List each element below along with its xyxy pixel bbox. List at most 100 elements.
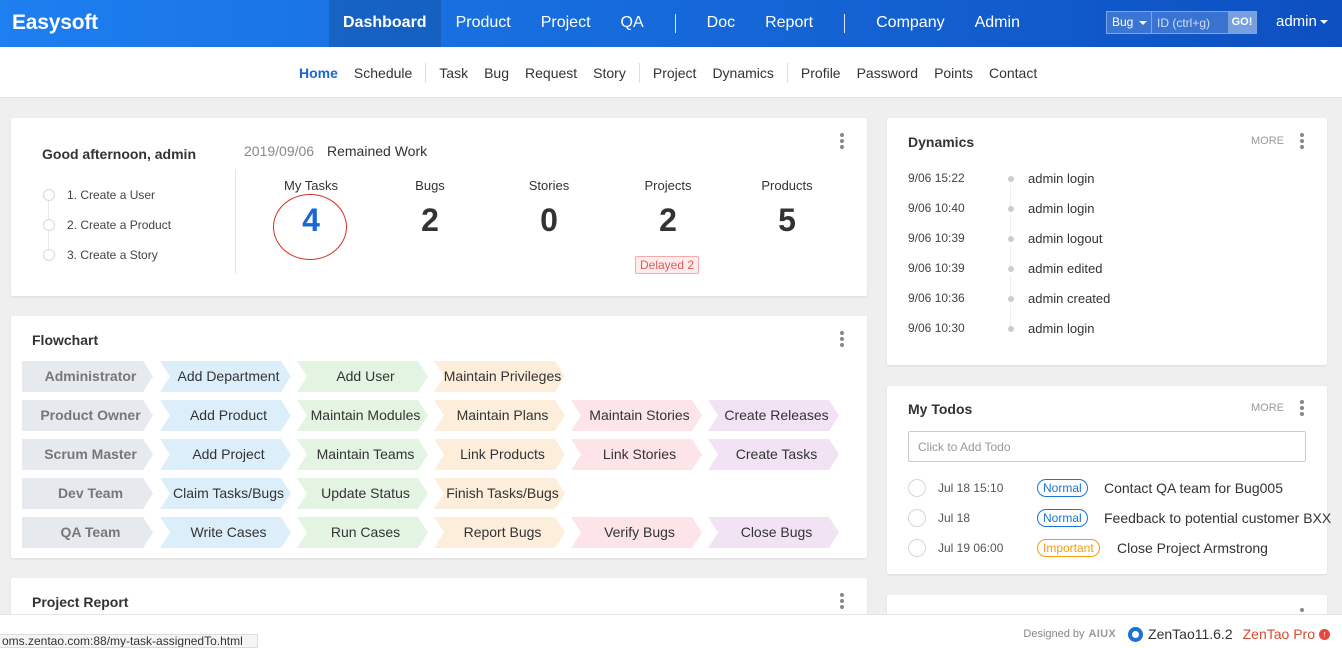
flow-step[interactable]: Report Bugs [434, 517, 565, 548]
flow-step[interactable]: Maintain Plans [434, 400, 565, 431]
stat-label[interactable]: Products [761, 178, 813, 193]
flow-step[interactable]: Maintain Modules [297, 400, 428, 431]
subnav-dynamics[interactable]: Dynamics [712, 64, 774, 81]
subnav-contact[interactable]: Contact [988, 64, 1038, 81]
more-vertical-icon[interactable] [835, 132, 849, 150]
flow-step[interactable]: Add Department [160, 361, 291, 392]
dynamics-text[interactable]: admin created [1028, 291, 1111, 306]
stat-label[interactable]: Projects [644, 178, 692, 193]
nav-admin[interactable]: Admin [974, 14, 1020, 31]
stat-label[interactable]: Bugs [415, 178, 445, 193]
status-bar-url: oms.zentao.com:88/my-task-assignedTo.htm… [0, 634, 258, 648]
subnav-points[interactable]: Points [934, 64, 973, 81]
todo-checkbox[interactable] [908, 509, 926, 527]
step-create-product[interactable]: 2. Create a Product [43, 210, 171, 249]
subnav-bug[interactable]: Bug [484, 64, 510, 81]
subnav-schedule[interactable]: Schedule [353, 64, 413, 81]
step-create-user[interactable]: 1. Create a User [43, 180, 171, 219]
subnav-profile[interactable]: Profile [800, 64, 841, 81]
nav-report[interactable]: Report [765, 14, 814, 31]
dynamics-item: 9/06 10:39 admin edited [908, 261, 1308, 301]
flow-step[interactable]: Create Releases [708, 400, 839, 431]
todo-name[interactable]: Feedback to potential customer BXX [1104, 510, 1332, 526]
delayed-badge[interactable]: Delayed 2 [635, 256, 700, 274]
flow-step[interactable]: Verify Bugs [571, 517, 702, 548]
stat-value[interactable]: 5 [778, 202, 796, 238]
subnav-project[interactable]: Project [652, 64, 697, 81]
welcome-panel: Good afternoon, admin 1. Create a User 2… [11, 118, 867, 296]
flow-step[interactable]: Maintain Privileges [434, 361, 565, 392]
timeline-dot-icon [1008, 176, 1014, 182]
nav-product[interactable]: Product [455, 14, 511, 31]
more-vertical-icon[interactable] [835, 330, 849, 348]
more-link[interactable]: MORE [1251, 135, 1284, 147]
more-vertical-icon[interactable] [1295, 132, 1309, 150]
search-go-button[interactable]: GO! [1228, 12, 1256, 33]
subnav-home[interactable]: Home [299, 64, 338, 81]
subnav-request[interactable]: Request [525, 64, 578, 81]
nav-project[interactable]: Project [540, 14, 591, 31]
todo-checkbox[interactable] [908, 479, 926, 497]
step-create-story[interactable]: 3. Create a Story [43, 240, 171, 270]
flow-step[interactable]: Add User [297, 361, 428, 392]
flow-step[interactable]: Maintain Teams [297, 439, 428, 470]
user-menu[interactable]: admin [1276, 13, 1328, 30]
flow-step[interactable]: Update Status [297, 478, 428, 509]
flow-step[interactable]: Maintain Stories [571, 400, 702, 431]
flow-step[interactable]: Claim Tasks/Bugs [160, 478, 291, 509]
flow-step[interactable]: Write Cases [160, 517, 291, 548]
nav-qa[interactable]: QA [620, 14, 644, 31]
flow-step[interactable]: Add Product [160, 400, 291, 431]
more-vertical-icon[interactable] [1295, 399, 1309, 417]
dynamics-text[interactable]: admin login [1028, 321, 1095, 336]
sub-nav-list: Home Schedule Task Bug Request Story Pro… [291, 47, 1045, 98]
todo-name[interactable]: Close Project Armstrong [1117, 540, 1268, 556]
nav-dashboard[interactable]: Dashboard [329, 0, 441, 47]
subnav-story[interactable]: Story [593, 64, 626, 81]
dynamics-text[interactable]: admin edited [1028, 261, 1103, 276]
dynamics-text[interactable]: admin login [1028, 201, 1095, 216]
timeline-dot-icon [1008, 236, 1014, 242]
subnav-divider [425, 62, 427, 83]
upgrade-arrow-icon[interactable]: ↑ [1319, 628, 1330, 640]
flow-step[interactable]: Run Cases [297, 517, 428, 548]
designed-by-text: Designed by [1023, 628, 1085, 640]
stat-label[interactable]: Stories [528, 178, 570, 193]
subnav-task[interactable]: Task [439, 64, 469, 81]
dynamics-time: 9/06 10:30 [908, 321, 965, 335]
panel-title: Project Report [32, 594, 129, 610]
more-link[interactable]: MORE [1251, 402, 1284, 414]
flow-step[interactable]: Finish Tasks/Bugs [434, 478, 565, 509]
add-todo-input[interactable] [908, 431, 1306, 462]
stat-label[interactable]: My Tasks [284, 178, 338, 193]
timeline-dot-icon [1008, 326, 1014, 332]
dynamics-text[interactable]: admin login [1028, 171, 1095, 186]
aiux-logo[interactable]: AIUX [1088, 628, 1117, 640]
stat-value[interactable]: 2 [421, 202, 439, 238]
more-vertical-icon[interactable] [835, 592, 849, 610]
brand-logo[interactable]: Easysoft [12, 11, 98, 34]
todo-name[interactable]: Contact QA team for Bug005 [1104, 480, 1283, 496]
stat-value[interactable]: 0 [540, 202, 558, 238]
top-navbar: Easysoft Dashboard Product Project QA Do… [0, 0, 1342, 47]
todo-item: Jul 18 15:10 Normal Contact QA team for Bu… [908, 474, 1338, 504]
subnav-password[interactable]: Password [856, 64, 919, 81]
search-input[interactable] [1152, 12, 1228, 33]
zentao-pro-link[interactable]: ZenTao Pro [1242, 626, 1315, 642]
search-type-dropdown[interactable]: Bug [1107, 12, 1152, 33]
nav-doc[interactable]: Doc [706, 14, 736, 31]
todo-checkbox[interactable] [908, 539, 926, 557]
flow-step[interactable]: Create Tasks [708, 439, 839, 470]
panel-title: Dynamics [908, 134, 975, 150]
stat-value[interactable]: 2 [659, 202, 677, 238]
flow-step[interactable]: Link Stories [571, 439, 702, 470]
nav-company[interactable]: Company [876, 14, 945, 31]
flow-step[interactable]: Link Products [434, 439, 565, 470]
timeline-line [1010, 215, 1011, 241]
dynamics-text[interactable]: admin logout [1028, 231, 1103, 246]
footer-credits: Designed by AIUX ZenTao11.6.2 ZenTao Pro… [1023, 626, 1330, 642]
flow-step[interactable]: Add Project [160, 439, 291, 470]
current-date: 2019/09/06 [244, 143, 315, 159]
zentao-version[interactable]: ZenTao11.6.2 [1148, 626, 1233, 642]
flow-step[interactable]: Close Bugs [708, 517, 839, 548]
